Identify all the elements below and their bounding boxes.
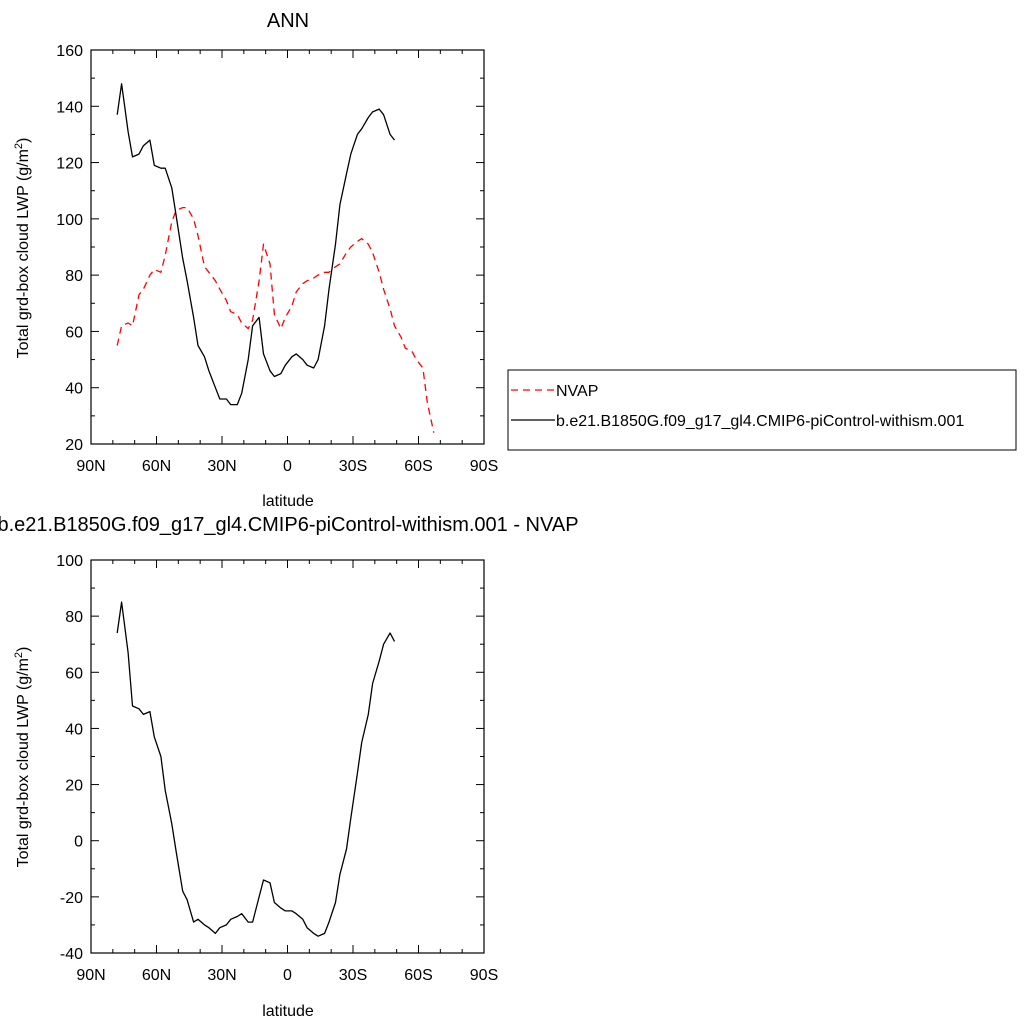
bottom-chart-xlabel: latitude xyxy=(262,1003,314,1020)
top-ytick-label: 160 xyxy=(56,43,83,60)
bottom-ytick-label: -20 xyxy=(60,890,83,907)
top-xtick-label: 30S xyxy=(339,458,367,475)
top-ytick-label: 120 xyxy=(56,156,83,173)
bottom-xtick-label: 60S xyxy=(404,967,432,984)
bottom-ytick-label: -40 xyxy=(60,946,83,963)
bottom-plot-frame xyxy=(90,559,485,954)
top-ytick-label: 140 xyxy=(56,99,83,116)
bottom-xtick-label: 90N xyxy=(76,967,105,984)
bottom-xtick-label: 30S xyxy=(339,967,367,984)
top-xtick-label: 0 xyxy=(283,458,292,475)
bottom-ytick-label: 60 xyxy=(65,665,83,682)
bottom-ytick-label: 100 xyxy=(56,553,83,570)
bottom-ytick-label: 40 xyxy=(65,721,83,738)
top-xtick-label: 60S xyxy=(404,458,432,475)
top-ylabel-end: ) xyxy=(15,138,32,143)
bottom-ytick-label: 0 xyxy=(74,834,83,851)
bottom-ylabel-main: Total grd-box cloud LWP (g/m xyxy=(15,658,32,867)
top-xtick-label: 90N xyxy=(76,458,105,475)
top-xtick-label: 60N xyxy=(142,458,171,475)
bottom-chart-ylabel: Total grd-box cloud LWP (g/m2) xyxy=(13,647,32,868)
top-chart-xlabel: latitude xyxy=(262,493,314,510)
top-ytick-label: 80 xyxy=(65,268,83,285)
legend-model-label: b.e21.B1850G.f09_g17_gl4.CMIP6-piControl… xyxy=(556,413,964,430)
top-ytick-label: 20 xyxy=(65,437,83,454)
legend: NVAP b.e21.B1850G.f09_g17_gl4.CMIP6-piCo… xyxy=(507,369,1017,451)
top-ytick-label: 40 xyxy=(65,381,83,398)
legend-nvap-label: NVAP xyxy=(556,383,598,400)
bottom-chart-title: b.e21.B1850G.f09_g17_gl4.CMIP6-piControl… xyxy=(0,514,579,536)
bottom-ytick-label: 20 xyxy=(65,778,83,795)
bottom-ylabel-end: ) xyxy=(15,647,32,652)
top-ylabel-main: Total grd-box cloud LWP (g/m xyxy=(15,149,32,358)
top-chart-ylabel: Total grd-box cloud LWP (g/m2) xyxy=(13,138,32,359)
top-ytick-label: 100 xyxy=(56,212,83,229)
top-xtick-label: 30N xyxy=(207,458,236,475)
top-ylabel-sup: 2 xyxy=(13,143,25,149)
bottom-ylabel-sup: 2 xyxy=(13,652,25,658)
bottom-ytick-label: 80 xyxy=(65,609,83,626)
top-series-line-1 xyxy=(116,83,396,406)
bottom-xtick-label: 90S xyxy=(470,967,498,984)
top-ytick-label: 60 xyxy=(65,324,83,341)
bottom-xtick-label: 0 xyxy=(283,967,292,984)
top-chart-title: ANN xyxy=(267,10,309,32)
top-series-line-0 xyxy=(116,206,435,433)
top-xtick-label: 90S xyxy=(470,458,498,475)
bottom-xtick-label: 30N xyxy=(207,967,236,984)
legend-box xyxy=(507,369,1017,451)
bottom-xtick-label: 60N xyxy=(142,967,171,984)
bottom-series-line-0 xyxy=(116,601,396,937)
